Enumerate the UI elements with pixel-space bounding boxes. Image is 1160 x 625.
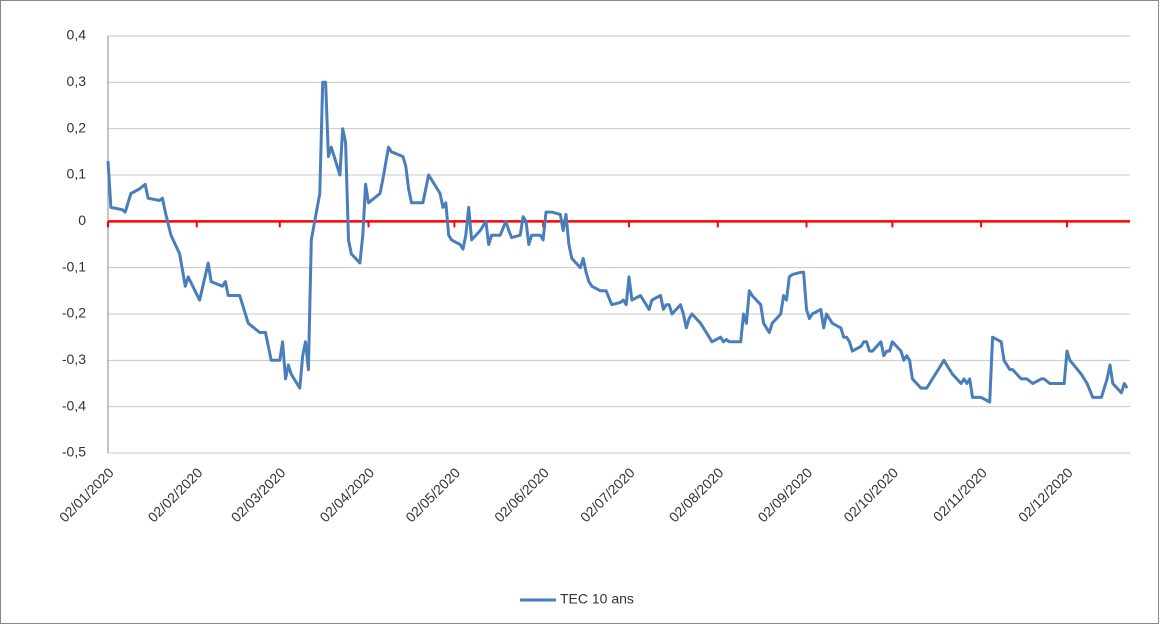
y-tick-label: 0,4	[67, 27, 87, 43]
line-series	[106, 80, 1129, 404]
y-tick-label: 0,1	[67, 166, 87, 182]
y-tick-label: -0,3	[62, 351, 86, 367]
y-tick-label: -0,4	[62, 397, 86, 413]
legend-label: TEC 10 ans	[560, 591, 634, 607]
y-tick-label: 0	[78, 212, 86, 228]
y-tick-label: -0,2	[62, 305, 86, 321]
y-tick-label: -0,1	[62, 258, 86, 274]
y-tick-label: 0,2	[67, 119, 87, 135]
y-tick-label: 0,3	[67, 73, 87, 89]
y-tick-label: -0,5	[62, 444, 86, 460]
